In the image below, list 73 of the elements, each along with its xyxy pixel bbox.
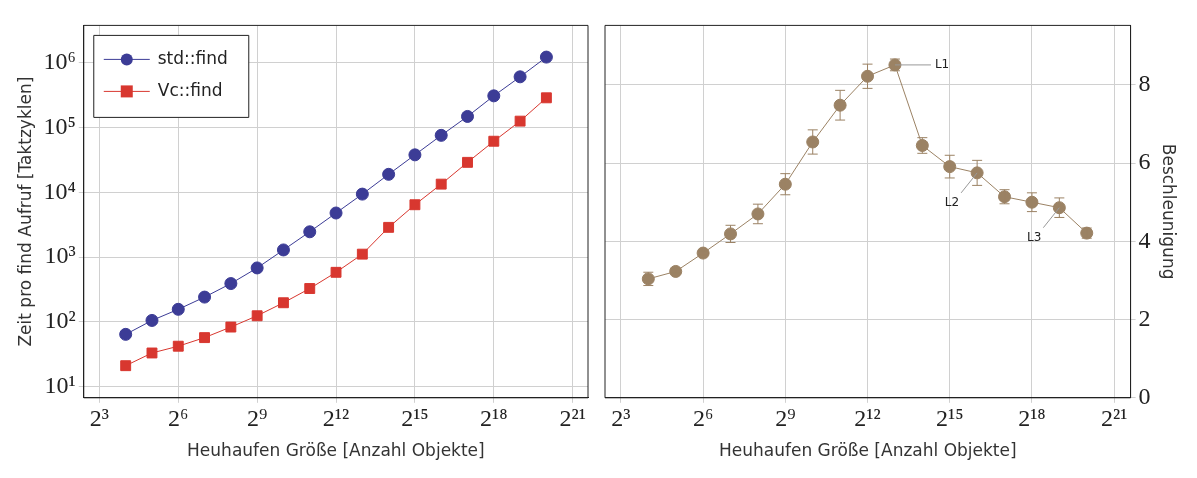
point: [119, 327, 133, 341]
point: [462, 156, 473, 168]
legend-label: std::find: [157, 47, 228, 68]
point: [383, 221, 395, 233]
point: [778, 177, 792, 191]
point: [356, 248, 368, 260]
point: [435, 178, 447, 190]
point: [861, 69, 875, 83]
point: [225, 321, 237, 333]
y-tick-label: 10²: [44, 307, 76, 334]
x-axis-title: Heuhaufen Größe [Anzahl Objekte]: [187, 440, 485, 461]
point: [488, 135, 500, 147]
x-tick-label: 2²¹: [559, 405, 586, 432]
point: [120, 360, 132, 372]
point: [461, 109, 475, 123]
x-tick-label: 2⁹: [775, 405, 796, 432]
point: [355, 187, 369, 201]
x-tick-label: 2¹²: [322, 405, 350, 432]
point: [171, 302, 185, 316]
y-tick-label: 10⁵: [43, 112, 76, 139]
x-tick-label: 2²¹: [1100, 405, 1128, 432]
y-tick-label: 0: [1138, 383, 1151, 410]
point: [251, 310, 263, 322]
y-tick-label: 8: [1138, 70, 1151, 97]
point: [514, 115, 526, 127]
point: [146, 347, 158, 359]
point: [278, 297, 289, 309]
y-axis-title: Beschleunigung: [1159, 143, 1180, 280]
annotation: L2: [944, 195, 960, 209]
point: [199, 332, 211, 344]
point: [409, 199, 421, 211]
point: [669, 264, 683, 278]
x-tick-label: 2⁶: [168, 405, 189, 432]
annotation: L1: [934, 57, 950, 72]
point: [224, 277, 238, 291]
legend-label: Vc::find: [157, 79, 223, 100]
point: [172, 340, 184, 352]
x-tick-label: 2³: [89, 405, 109, 432]
point: [434, 128, 448, 142]
point: [408, 148, 422, 162]
y-tick-label: 6: [1138, 148, 1151, 175]
y-axis-title: Zeit pro find Aufruf [Taktzyklen]: [14, 76, 35, 347]
y-tick-label: 10⁴: [43, 177, 76, 204]
point: [330, 266, 342, 278]
x-tick-label: 2¹⁸: [1018, 405, 1046, 432]
point: [540, 92, 552, 104]
point: [382, 167, 396, 181]
point: [198, 290, 212, 304]
point: [145, 313, 159, 327]
point: [806, 135, 820, 149]
x-tick-label: 2⁹: [246, 405, 268, 432]
x-tick-label: 2⁶: [692, 405, 714, 432]
x-axis-title: Heuhaufen Größe [Anzahl Objekte]: [719, 440, 1017, 461]
point: [943, 160, 957, 174]
x-tick-label: 2¹²: [854, 405, 881, 432]
point: [539, 50, 553, 64]
y-tick-label: 2: [1138, 304, 1151, 331]
y-tick-label: 4: [1138, 226, 1151, 253]
y-tick-label: 10³: [44, 242, 76, 269]
point: [276, 243, 290, 257]
x-tick-label: 2¹⁸: [480, 405, 508, 432]
y-tick-label: 10⁶: [43, 48, 76, 75]
point: [304, 283, 316, 294]
point: [487, 89, 501, 103]
y-tick-label: 10¹: [44, 371, 76, 398]
x-tick-label: 2¹⁵: [935, 405, 964, 432]
x-tick-label: 2¹⁵: [401, 405, 429, 432]
annotation: L3: [1027, 229, 1042, 244]
point: [303, 225, 317, 239]
point: [250, 261, 264, 275]
x-tick-label: 2³: [611, 405, 631, 432]
point: [329, 206, 343, 220]
point: [513, 70, 527, 84]
